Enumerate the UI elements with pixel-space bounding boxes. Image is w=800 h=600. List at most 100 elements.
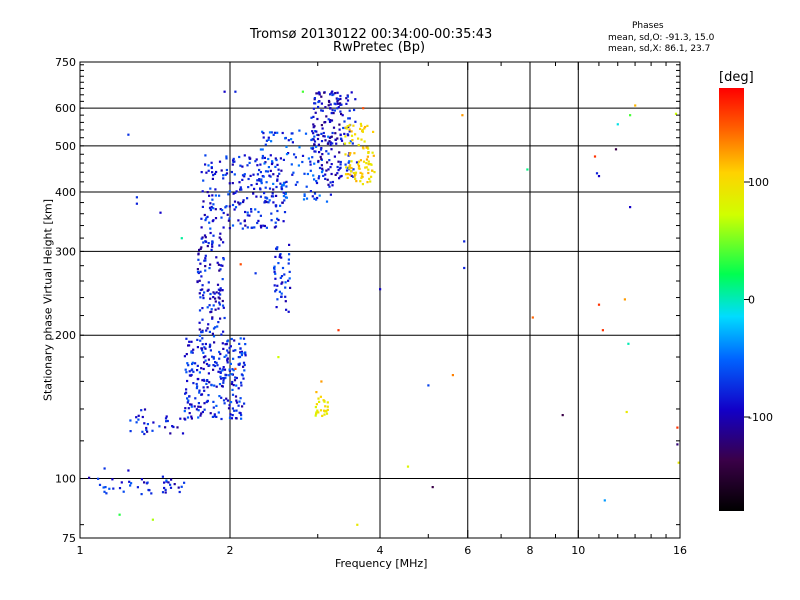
data-point — [293, 153, 296, 156]
data-point — [322, 135, 325, 138]
data-point — [280, 169, 283, 172]
data-point — [219, 208, 222, 211]
data-point — [198, 279, 201, 282]
data-point — [232, 159, 235, 162]
data-point — [196, 385, 199, 388]
data-point — [276, 175, 279, 178]
data-point — [334, 92, 337, 95]
data-point — [230, 401, 233, 404]
data-point — [192, 370, 195, 373]
data-point — [198, 391, 201, 394]
data-point — [349, 173, 352, 176]
data-point — [219, 293, 222, 296]
data-point — [186, 379, 189, 383]
data-point — [294, 156, 297, 159]
data-point — [323, 413, 326, 416]
data-point — [284, 300, 287, 303]
data-point — [319, 395, 322, 398]
data-point — [179, 417, 182, 420]
data-point — [190, 403, 193, 406]
data-point — [103, 467, 106, 470]
data-point — [221, 342, 224, 345]
data-point — [338, 128, 341, 131]
data-point — [208, 343, 212, 346]
data-point — [234, 395, 238, 398]
data-point — [320, 140, 324, 143]
data-point — [279, 182, 282, 185]
data-point — [346, 99, 350, 102]
data-point — [290, 132, 293, 135]
data-point — [190, 405, 193, 408]
data-point — [338, 123, 341, 126]
data-point — [327, 104, 330, 107]
data-point — [359, 171, 362, 174]
data-point — [260, 226, 263, 229]
data-point — [230, 337, 233, 341]
data-point — [318, 93, 321, 96]
data-point — [163, 486, 166, 490]
data-point — [346, 133, 349, 136]
data-point — [330, 172, 333, 176]
data-point — [205, 240, 208, 243]
data-point — [315, 130, 318, 133]
data-point — [161, 475, 164, 478]
data-point — [315, 403, 318, 406]
data-point — [203, 402, 206, 405]
data-point — [215, 404, 218, 407]
data-point — [222, 306, 225, 309]
data-point — [237, 356, 240, 359]
data-point — [330, 119, 334, 122]
data-point — [209, 292, 212, 296]
data-point — [247, 186, 250, 189]
data-point — [361, 172, 364, 175]
data-point — [367, 151, 370, 154]
data-point — [234, 206, 238, 209]
data-point — [368, 177, 371, 180]
data-point — [281, 201, 284, 204]
data-point — [595, 172, 599, 175]
data-point — [350, 166, 353, 170]
data-point — [257, 219, 260, 222]
data-point — [195, 387, 198, 390]
data-point — [311, 195, 314, 198]
data-point — [218, 244, 221, 247]
data-point — [372, 130, 375, 133]
data-point — [597, 303, 601, 306]
data-point — [321, 127, 324, 130]
data-point — [209, 297, 212, 300]
data-point — [199, 296, 202, 299]
data-point — [219, 375, 222, 378]
data-point — [206, 191, 209, 194]
data-point — [228, 374, 231, 377]
data-point — [183, 355, 186, 358]
data-point — [354, 177, 357, 180]
data-point — [183, 417, 186, 420]
data-point — [269, 169, 272, 172]
data-point — [264, 170, 268, 173]
data-point — [278, 290, 281, 293]
data-point — [318, 166, 322, 170]
data-point — [197, 409, 200, 412]
data-point — [320, 164, 323, 167]
data-point — [201, 329, 204, 332]
data-point — [231, 163, 234, 166]
data-point — [343, 142, 347, 145]
data-point — [238, 355, 242, 359]
data-point — [230, 382, 234, 386]
data-point — [207, 242, 210, 245]
data-point — [370, 175, 373, 178]
data-point — [185, 371, 188, 374]
data-point — [203, 361, 206, 364]
data-point — [218, 194, 221, 197]
data-point — [312, 107, 315, 110]
data-point — [265, 200, 268, 204]
data-point — [208, 381, 211, 384]
data-point — [210, 308, 213, 311]
data-point — [232, 357, 235, 360]
data-point — [339, 110, 342, 113]
data-point — [140, 493, 143, 496]
data-point — [198, 328, 201, 331]
data-point — [216, 261, 219, 264]
data-point — [348, 153, 351, 156]
